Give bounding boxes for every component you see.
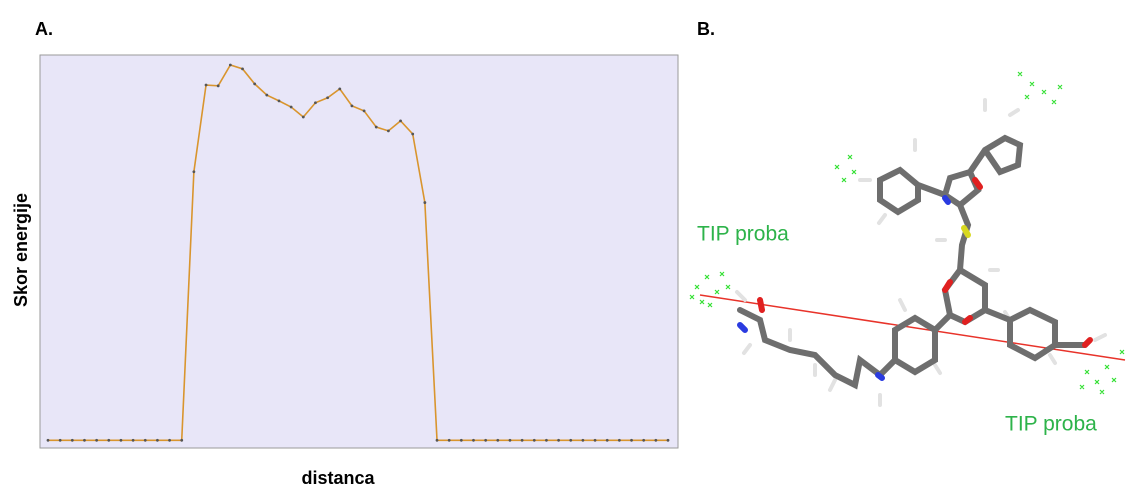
data-point xyxy=(326,96,329,99)
data-point xyxy=(399,119,402,122)
data-point xyxy=(582,439,585,442)
data-point xyxy=(95,439,98,442)
data-point xyxy=(253,82,256,85)
data-point xyxy=(59,439,62,442)
data-point xyxy=(144,439,147,442)
panel-label: A. xyxy=(35,19,53,39)
data-point xyxy=(606,439,609,442)
plot-area xyxy=(40,55,678,448)
data-point xyxy=(654,439,657,442)
data-point xyxy=(192,170,195,173)
data-point xyxy=(448,439,451,442)
figure: A. B. Skor energije distanca TIP proba T… xyxy=(0,0,1130,488)
data-point xyxy=(436,439,439,442)
data-point xyxy=(71,439,74,442)
data-point xyxy=(363,109,366,112)
panel-label: B. xyxy=(697,19,715,39)
data-point xyxy=(557,439,560,442)
probe-label: TIP proba xyxy=(1005,413,1097,436)
data-point xyxy=(83,439,86,442)
data-point xyxy=(545,439,548,442)
data-point xyxy=(290,106,293,109)
data-point xyxy=(217,84,220,87)
data-point xyxy=(630,439,633,442)
probe-label: TIP proba xyxy=(697,223,789,246)
data-point xyxy=(496,439,499,442)
data-point xyxy=(205,84,208,87)
data-point xyxy=(411,133,414,136)
data-point xyxy=(47,439,50,442)
y-axis-label: Skor energije xyxy=(11,193,31,307)
data-point xyxy=(351,104,354,107)
x-axis-label: distanca xyxy=(301,468,375,488)
data-point xyxy=(168,439,171,442)
data-point xyxy=(229,64,232,67)
data-point xyxy=(484,439,487,442)
data-point xyxy=(375,126,378,129)
data-point xyxy=(642,439,645,442)
data-point xyxy=(667,439,670,442)
data-point xyxy=(521,439,524,442)
data-point xyxy=(423,201,426,204)
data-point xyxy=(180,439,183,442)
data-point xyxy=(569,439,572,442)
data-point xyxy=(533,439,536,442)
data-point xyxy=(509,439,512,442)
data-point xyxy=(387,130,390,133)
data-point xyxy=(338,88,341,91)
data-point xyxy=(460,439,463,442)
data-point xyxy=(120,439,123,442)
data-point xyxy=(265,94,268,97)
data-point xyxy=(302,116,305,119)
data-point xyxy=(107,439,110,442)
data-point xyxy=(278,99,281,102)
data-point xyxy=(594,439,597,442)
data-point xyxy=(156,439,159,442)
data-point xyxy=(314,101,317,104)
data-point xyxy=(472,439,475,442)
data-point xyxy=(132,439,135,442)
data-point xyxy=(241,67,244,70)
data-point xyxy=(618,439,621,442)
